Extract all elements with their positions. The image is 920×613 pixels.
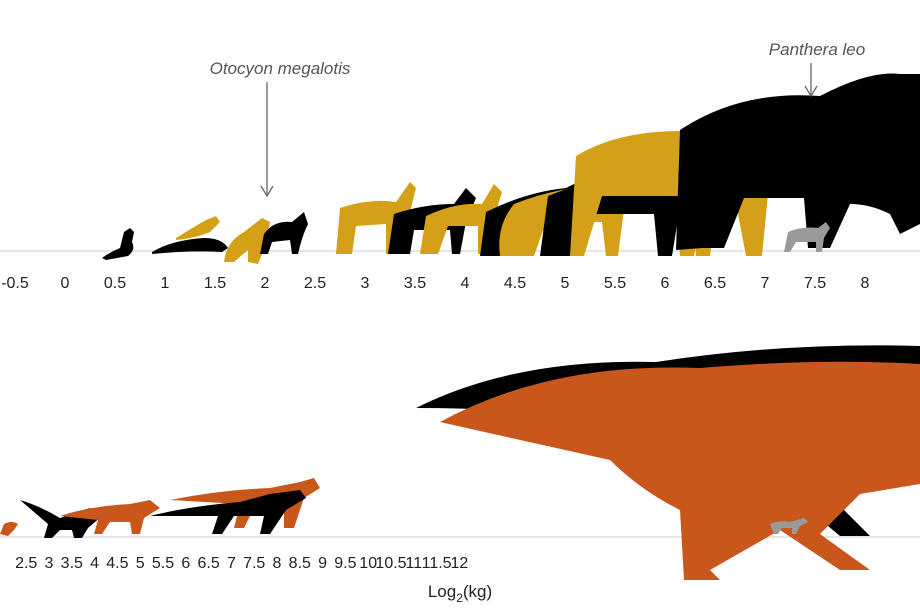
top-tick-label: 2.5 <box>304 275 326 292</box>
annotations: Otocyon megalotis Panthera leo <box>210 40 865 198</box>
mammal-panel: Otocyon megalotis Panthera leo -0.5 0 0.5 1 1… <box>0 40 920 292</box>
bottom-tick-label: 6.5 <box>197 555 219 572</box>
top-tick-label: 6 <box>661 275 670 292</box>
bottom-tick-label: 5.5 <box>152 555 174 572</box>
top-tick-label: 4 <box>461 275 470 292</box>
large-theropod-silhouette-orange <box>440 361 920 580</box>
small-theropod-silhouette-orange <box>60 500 160 534</box>
top-tick-label: 0.5 <box>104 275 126 292</box>
annotation-label: Otocyon megalotis <box>210 59 351 78</box>
tiny-theropod-silhouette <box>0 522 18 536</box>
x-axis-label-main: Log <box>428 582 456 601</box>
bottom-tick-label: 10.5 <box>375 555 406 572</box>
top-tick-label: 8 <box>861 275 870 292</box>
dinosaur-silhouettes <box>0 345 920 580</box>
bottom-tick-label: 11.5 <box>422 555 452 572</box>
top-tick-label: 1 <box>161 275 170 292</box>
top-tick-label: 3.5 <box>404 275 426 292</box>
top-tick-label: 0 <box>61 275 70 292</box>
jackal-silhouette-gold-2 <box>420 184 502 254</box>
top-tick-label: -0.5 <box>1 275 29 292</box>
bottom-tick-label: 9.5 <box>334 555 356 572</box>
bottom-tick-label: 7 <box>227 555 236 572</box>
bottom-tick-label: 4 <box>90 555 99 572</box>
bottom-tick-label: 10 <box>359 555 377 572</box>
top-tick-label: 7.5 <box>804 275 826 292</box>
top-tick-label: 6.5 <box>704 275 726 292</box>
bottom-tick-label: 3 <box>45 555 54 572</box>
bottom-tick-label: 7.5 <box>243 555 265 572</box>
bottom-tick-label: 12 <box>451 555 469 572</box>
fennec-silhouette-gold <box>224 218 270 264</box>
tiny-grey-theropod-silhouette <box>770 518 808 534</box>
bottom-tick-label: 11 <box>405 555 422 572</box>
bottom-tick-label: 5 <box>136 555 145 572</box>
top-tick-label: 5 <box>561 275 570 292</box>
annotation-arrow-head <box>260 185 274 198</box>
bottom-tick-label: 8.5 <box>289 555 311 572</box>
weasel-silhouette-black <box>152 238 228 254</box>
top-tick-label: 7 <box>761 275 770 292</box>
top-tick-label: 2 <box>261 275 270 292</box>
grey-cat-silhouette <box>784 222 830 252</box>
x-axis-label-unit: (kg) <box>463 582 492 601</box>
small-theropod-silhouette-black <box>20 500 102 538</box>
bottom-tick-label: 6 <box>181 555 190 572</box>
mammal-silhouettes <box>102 73 920 264</box>
bottom-tick-label: 9 <box>318 555 327 572</box>
bottom-tick-label: 2.5 <box>15 555 37 572</box>
bottom-tick-label: 4.5 <box>106 555 128 572</box>
panthera-leo-silhouette <box>676 73 920 250</box>
small-cat-silhouette <box>102 228 134 260</box>
top-tick-label: 5.5 <box>604 275 626 292</box>
x-axis-label-subscript: 2 <box>456 591 463 605</box>
weasel-silhouette-gold <box>176 216 220 240</box>
annotation-arrow-head <box>804 85 818 98</box>
bottom-tick-label: 3.5 <box>61 555 83 572</box>
mid-theropod-silhouette-black <box>150 490 306 534</box>
top-tick-label: 4.5 <box>504 275 526 292</box>
top-axis-ticks: -0.5 0 0.5 1 1.5 2 2.5 3 3.5 4 4.5 5 5.5 6 6.5 7 7.5 8 <box>1 275 869 292</box>
top-tick-label: 1.5 <box>204 275 226 292</box>
otocyon-silhouette <box>260 212 308 254</box>
x-axis-label: Log2(kg) <box>428 582 492 605</box>
bottom-tick-label: 8 <box>273 555 282 572</box>
annotation-label: Panthera leo <box>769 40 865 59</box>
top-tick-label: 3 <box>361 275 370 292</box>
